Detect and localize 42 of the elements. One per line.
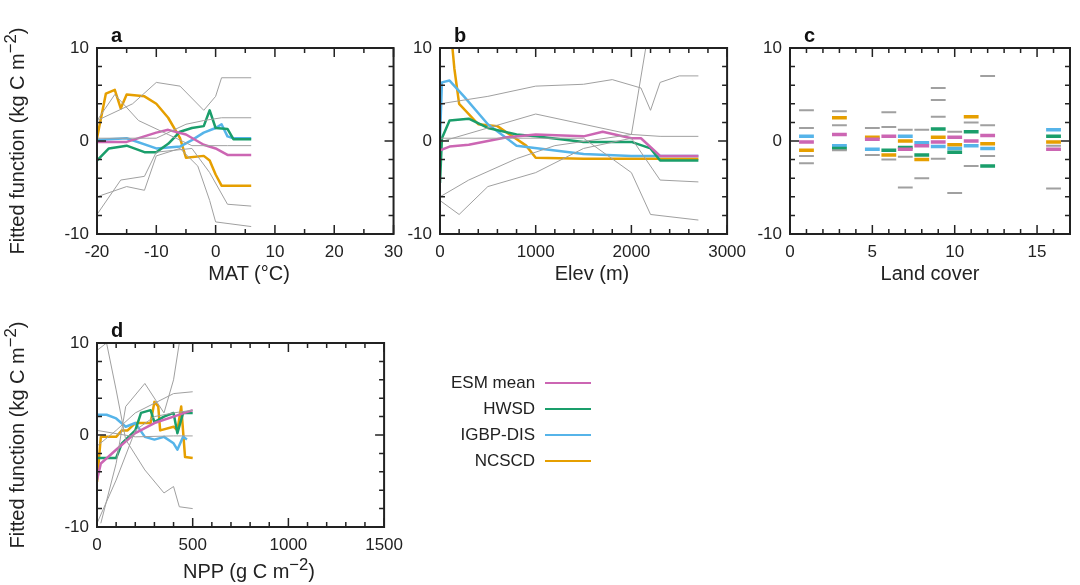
y-tick-label: -10 xyxy=(64,223,89,243)
legend-label: ESM mean xyxy=(451,373,536,393)
x-tick-label: 10 xyxy=(265,241,285,261)
legend-label: HWSD xyxy=(483,399,536,419)
y-tick-label: -10 xyxy=(407,223,432,243)
x-tick-label: 1500 xyxy=(365,534,403,554)
x-tick-label: 0 xyxy=(435,241,445,261)
x-axis-title: Elev (m) xyxy=(553,262,631,285)
chart-title: b xyxy=(454,23,467,46)
y-tick-label: 0 xyxy=(79,130,89,150)
x-tick-label: 5 xyxy=(867,241,878,261)
y-tick-label: 10 xyxy=(70,37,89,57)
legend-label: NCSCD xyxy=(474,451,536,471)
y-tick-label: 10 xyxy=(413,37,432,57)
x-tick-label: 1000 xyxy=(516,241,555,261)
y-tick-label: -10 xyxy=(757,223,782,243)
x-tick-label: 0 xyxy=(210,241,221,261)
y-tick-label: 10 xyxy=(70,332,89,352)
y-tick-label: 0 xyxy=(772,130,782,150)
chart-title: c xyxy=(804,23,816,46)
x-tick-label: 1000 xyxy=(269,534,308,554)
x-tick-label: 500 xyxy=(178,534,207,554)
legend-label: IGBP-DIS xyxy=(460,425,536,445)
x-axis-title: MAT (°C) xyxy=(207,262,291,285)
chart-title: a xyxy=(111,23,123,46)
x-tick-label: -20 xyxy=(84,241,110,261)
x-tick-label: 15 xyxy=(1027,241,1047,261)
x-tick-label: 0 xyxy=(785,241,795,261)
x-tick-label: 20 xyxy=(324,241,344,261)
y-tick-label: 0 xyxy=(422,130,432,150)
x-tick-label: 3000 xyxy=(708,241,746,261)
y-tick-label: 0 xyxy=(79,424,89,444)
x-axis-title: NPP (g C m$^{−2}$) xyxy=(182,555,316,583)
x-tick-label: -10 xyxy=(144,241,169,261)
x-axis-title: Land cover xyxy=(879,262,981,285)
x-tick-label: 10 xyxy=(945,241,965,261)
chart-title: d xyxy=(111,318,124,341)
x-tick-label: 30 xyxy=(384,241,404,261)
y-tick-label: -10 xyxy=(64,516,89,536)
y-tick-label: 10 xyxy=(763,37,782,57)
x-tick-label: 0 xyxy=(92,534,102,554)
x-tick-label: 2000 xyxy=(612,241,651,261)
